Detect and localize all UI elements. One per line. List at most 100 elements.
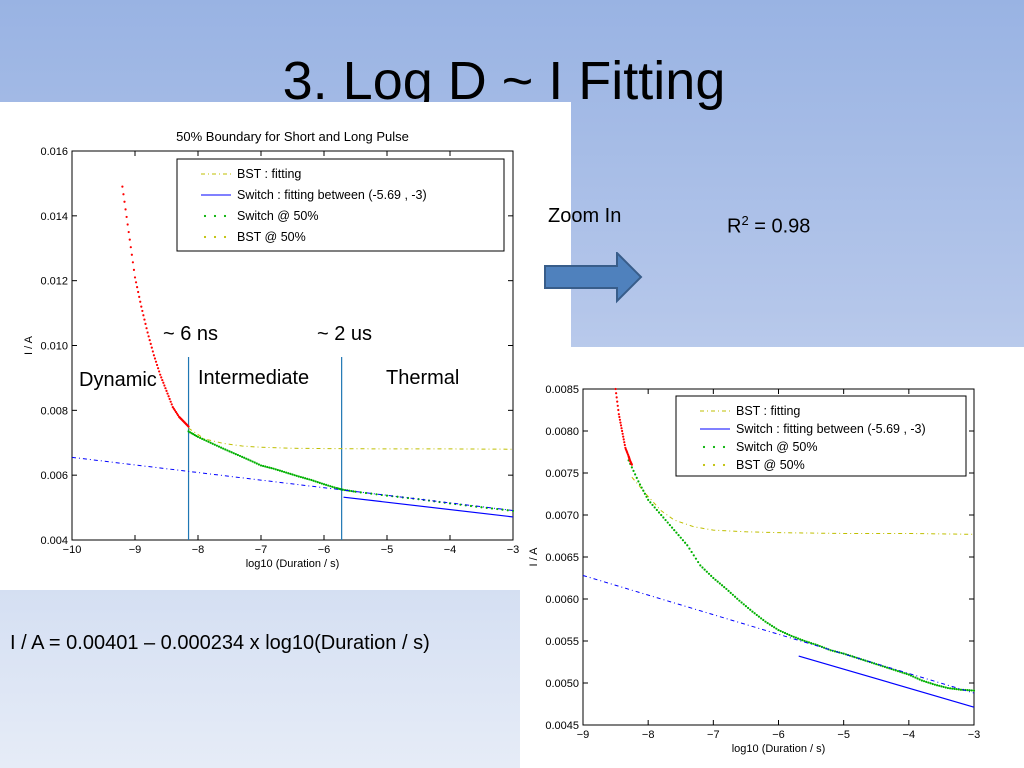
data-point [199,436,202,439]
y-axis-label: I / A [23,335,35,355]
y-axis-label: I / A [528,547,540,567]
data-point [766,621,769,625]
data-point [249,459,252,462]
data-point [123,200,126,203]
data-point [215,444,218,447]
data-point [293,474,296,477]
data-point [918,678,921,681]
legend-marker [722,445,726,449]
x-tick-label: −6 [318,544,331,556]
y-tick-label: 0.0070 [545,510,579,522]
data-point [909,674,913,677]
data-point [840,651,843,655]
data-point [777,628,780,632]
data-point [616,404,619,407]
x-tick-label: −6 [772,729,785,741]
y-tick-label: 0.010 [40,341,68,353]
data-point [168,397,171,401]
series-line [71,456,514,511]
data-point [786,632,789,636]
x-tick-label: −7 [255,544,268,556]
data-point [126,223,129,226]
data-point [788,633,791,637]
zoom-in-label: Zoom In [548,205,622,227]
data-point [209,441,212,444]
data-point [812,642,815,645]
data-point [744,605,748,608]
data-point [236,453,239,457]
data-point [496,507,499,511]
data-point [364,491,368,495]
y-tick-label: 0.0045 [545,720,579,732]
slide-title: 3. Log D ~ I Fitting [282,51,726,111]
legend-entry: BST @ 50% [736,458,805,472]
data-point [770,624,774,627]
data-point [870,661,874,664]
data-point [935,684,939,687]
region-intermediate-label: Intermediate [198,367,310,389]
data-point [903,672,906,675]
data-point [638,483,642,486]
data-point [490,507,494,510]
y-tick-label: 0.0050 [545,678,579,690]
data-point [736,597,739,600]
data-point [122,193,125,196]
data-point [760,617,763,620]
data-point [794,636,797,639]
data-point [764,620,767,623]
series-line [631,476,975,535]
data-point [707,572,711,575]
data-point [348,489,351,492]
data-point [729,591,732,594]
x-tick-label: −5 [837,729,850,741]
data-point [161,378,164,382]
legend-box [675,395,967,477]
data-point [145,327,148,330]
data-point [341,488,344,491]
x-tick-label: −4 [444,544,457,556]
data-point [245,457,248,460]
data-point [916,677,919,680]
data-point [792,635,795,638]
data-point [618,415,621,419]
data-point [619,424,623,427]
series-line [188,427,514,450]
data-point [920,679,923,682]
data-point [803,639,806,643]
data-point [234,452,237,456]
data-point [881,665,884,668]
data-point [506,509,509,512]
data-point [359,491,362,494]
legend-entry: BST : fitting [237,167,301,181]
data-point [801,639,804,642]
data-point [308,478,311,481]
region-dynamic-label: Dynamic [79,369,157,391]
data-point [247,458,250,461]
data-point [615,392,618,395]
data-point [222,447,225,450]
legend-marker [712,463,716,467]
data-point [165,389,168,392]
data-point [283,470,286,474]
data-point [228,450,231,453]
data-point [716,580,719,583]
data-point [350,489,353,493]
data-point [886,666,889,669]
data-point [714,578,717,581]
right-arrow-icon [544,252,643,304]
main-chart: 50% Boundary for Short and Long Pulse −10… [23,129,519,570]
data-point [137,290,140,294]
data-point [755,613,758,617]
data-point [480,506,483,509]
data-point [773,626,776,629]
data-point [783,631,787,635]
data-point [635,476,638,479]
data-point [132,268,136,271]
data-point [823,646,826,649]
data-point [127,230,130,234]
data-point [164,387,167,390]
x-tick-label: −8 [192,544,205,556]
data-point [799,638,802,641]
data-point [864,659,867,662]
data-point [162,381,165,384]
